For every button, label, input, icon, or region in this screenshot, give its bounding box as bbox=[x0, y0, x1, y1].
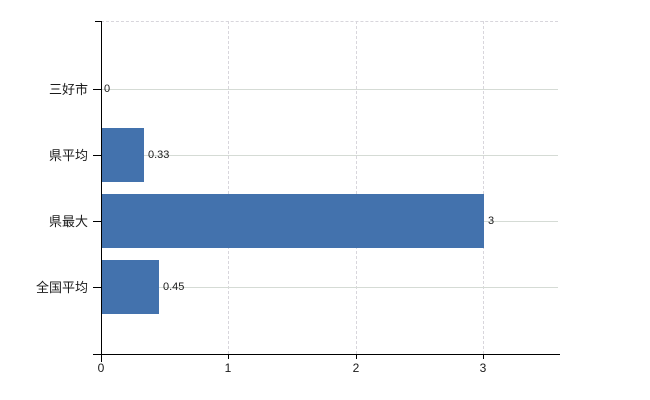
category-label: 県最大 bbox=[48, 214, 88, 229]
bar-value-label: 0 bbox=[104, 83, 111, 95]
bar-value-label: 0.33 bbox=[148, 149, 170, 161]
y-axis-tick bbox=[93, 155, 101, 156]
category-label: 県平均 bbox=[48, 148, 88, 163]
x-axis-tick bbox=[228, 354, 229, 359]
v-gridline bbox=[356, 21, 357, 354]
v-gridline bbox=[228, 21, 229, 354]
y-axis-tick bbox=[93, 221, 101, 222]
plot-top-border bbox=[101, 21, 558, 22]
h-gridline bbox=[101, 89, 558, 90]
x-axis-tick bbox=[101, 354, 102, 359]
h-gridline bbox=[101, 155, 558, 156]
x-axis-line bbox=[93, 354, 560, 355]
x-tick-label: 3 bbox=[479, 361, 487, 375]
x-axis-tick bbox=[356, 354, 357, 359]
bar bbox=[102, 128, 144, 182]
x-tick-label: 2 bbox=[352, 361, 360, 375]
bar bbox=[102, 260, 159, 314]
bar bbox=[102, 194, 484, 248]
x-axis-tick bbox=[483, 354, 484, 359]
y-axis-top-tick bbox=[95, 21, 101, 22]
h-gridline bbox=[101, 287, 558, 288]
y-axis-line bbox=[101, 21, 102, 362]
v-gridline bbox=[483, 21, 484, 354]
category-label: 三好市 bbox=[48, 82, 88, 97]
y-axis-tick bbox=[93, 287, 101, 288]
x-tick-label: 0 bbox=[97, 361, 105, 375]
x-tick-label: 1 bbox=[224, 361, 232, 375]
bar-value-label: 3 bbox=[488, 215, 495, 227]
bar-value-label: 0.45 bbox=[163, 281, 185, 293]
y-axis-tick bbox=[93, 89, 101, 90]
category-label: 全国平均 bbox=[35, 280, 88, 295]
